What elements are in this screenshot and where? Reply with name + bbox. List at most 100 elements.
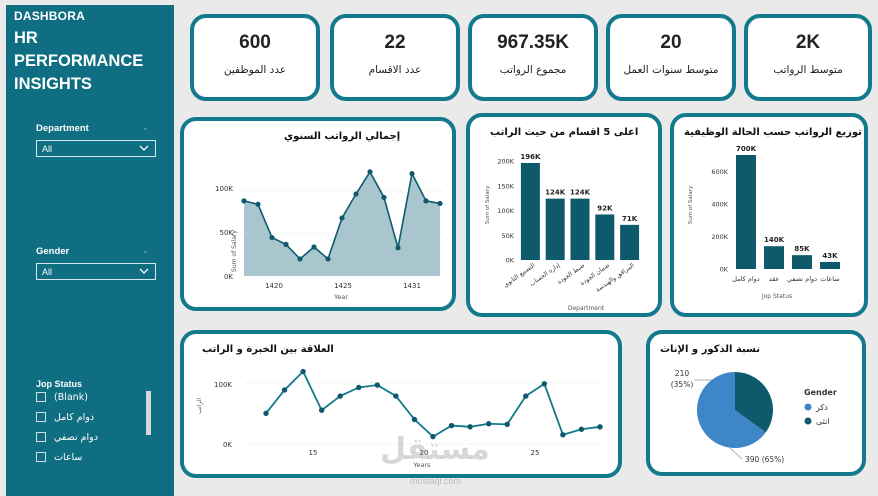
data-label: 196K bbox=[520, 153, 541, 161]
top-departments-card: اعلى 5 اقسام من حيث الراتب Sum of Salary… bbox=[466, 113, 662, 317]
data-label: 390 (65%) bbox=[745, 455, 784, 464]
bar bbox=[545, 198, 565, 260]
line-chart: الراتب Years 0K 100K 15 20 25 bbox=[196, 368, 604, 469]
checkbox bbox=[36, 432, 46, 442]
bar bbox=[620, 224, 640, 260]
data-point bbox=[325, 256, 331, 262]
data-point bbox=[241, 198, 247, 204]
data-point bbox=[485, 421, 492, 427]
x-axis-label: Department bbox=[568, 305, 605, 312]
y-tick-label: 0K bbox=[720, 266, 729, 274]
watermark-url: mostaql.com bbox=[410, 476, 462, 486]
jop-status-option[interactable]: دوام نصفي bbox=[36, 430, 98, 444]
chart-title: نسبة الذكور و الإناث bbox=[660, 344, 760, 355]
y-tick-label: 0K bbox=[224, 273, 233, 281]
scrollbar[interactable] bbox=[146, 391, 151, 435]
data-point bbox=[409, 170, 415, 177]
experience-salary-card: العلاقة بين الخبرة و الراتب الراتب Years… bbox=[180, 330, 622, 478]
x-tick-label: دوام نصفي bbox=[787, 275, 817, 283]
jop-status-option[interactable]: ساعات bbox=[36, 450, 82, 464]
y-tick-label: 100K bbox=[215, 185, 233, 193]
data-point bbox=[523, 393, 529, 399]
y-tick-label: 600K bbox=[711, 168, 728, 176]
data-point bbox=[353, 191, 359, 197]
kpi-value: 20 bbox=[660, 32, 682, 53]
data-point bbox=[311, 244, 317, 250]
x-tick-label: 15 bbox=[309, 449, 318, 457]
chart-title: العلاقة بين الخبرة و الراتب bbox=[202, 344, 334, 355]
data-point bbox=[393, 393, 399, 399]
pie-chart: Gender ذكر انثى 390 (65%) 210 (35%) bbox=[671, 369, 837, 464]
kpi-value: 22 bbox=[384, 32, 406, 53]
kpi-label: عدد الموظفين bbox=[223, 64, 287, 76]
gender-ratio-card: نسبة الذكور و الإناث Gender ذكر انثى 390… bbox=[646, 330, 866, 476]
chevron-down-icon bbox=[139, 268, 149, 274]
data-point bbox=[437, 200, 443, 207]
area-chart: Sum of Salary Year 0K 50K 100K 1420 1425… bbox=[215, 169, 444, 301]
area-fill bbox=[244, 171, 440, 276]
bar-chart: Sum of Salary Jop Status 0K 200K 400K 600K 7… bbox=[688, 145, 840, 300]
y-axis-label: Sum of Salary bbox=[485, 185, 491, 224]
data-point bbox=[578, 426, 585, 432]
chevron-down-icon[interactable]: ⌄ bbox=[142, 246, 149, 255]
x-tick-label: ساعات bbox=[820, 275, 839, 283]
chevron-down-icon[interactable]: ⌄ bbox=[142, 123, 149, 132]
department-select[interactable]: All bbox=[36, 140, 156, 157]
series-line bbox=[265, 369, 601, 438]
kpi-label: متوسط الرواتب bbox=[773, 64, 843, 76]
jop-status-option[interactable]: دوام كامل bbox=[36, 410, 94, 424]
kpi-label: عدد الاقسام bbox=[368, 64, 422, 76]
pie-slice bbox=[697, 372, 766, 448]
svg-text:100K: 100K bbox=[215, 185, 233, 193]
data-point bbox=[281, 387, 288, 393]
chart-title: توزيع الرواتب حسب الحالة الوظيفية bbox=[684, 127, 862, 138]
chart-title: اعلى 5 اقسام من حيث الراتب bbox=[490, 127, 639, 138]
dashboard-title: HR PERFORMANCE INSIGHTS bbox=[14, 29, 144, 93]
y-axis-label: الراتب bbox=[196, 398, 203, 414]
sidebar: DASHBORA HR PERFORMANCE INSIGHTS Departm… bbox=[6, 5, 174, 496]
jop-status-label: Jop Status bbox=[36, 379, 83, 389]
data-label: 85K bbox=[794, 245, 810, 253]
y-tick-label: 50K bbox=[501, 232, 514, 240]
checkbox bbox=[36, 452, 46, 462]
gender-filter-label: Gender bbox=[36, 246, 70, 257]
y-tick-label: 100K bbox=[214, 381, 232, 389]
kpi-card: 22 عدد الاقسام bbox=[330, 14, 460, 101]
data-point bbox=[597, 424, 603, 430]
data-point bbox=[430, 433, 436, 440]
annual-salary-card: إجمالي الرواتب السنوي Sum of Salary Year… bbox=[180, 117, 456, 311]
gender-select[interactable]: All bbox=[36, 263, 156, 280]
data-point bbox=[297, 256, 303, 262]
legend-item: انثى bbox=[816, 417, 830, 426]
data-point bbox=[337, 393, 343, 399]
data-point bbox=[423, 198, 429, 204]
data-point bbox=[541, 381, 548, 387]
x-tick-label: 25 bbox=[531, 449, 540, 457]
jop-status-option[interactable]: (Blank) bbox=[36, 390, 88, 404]
x-axis-label: Years bbox=[412, 461, 431, 469]
data-label: 124K bbox=[545, 189, 566, 197]
data-label: 124K bbox=[570, 189, 591, 197]
bar bbox=[520, 162, 540, 260]
y-tick-label: 0K bbox=[506, 257, 515, 265]
chart-title: إجمالي الرواتب السنوي bbox=[284, 131, 401, 142]
data-point bbox=[300, 368, 306, 375]
data-point bbox=[318, 407, 325, 413]
leader-line bbox=[729, 447, 743, 460]
x-axis-label: Jop Status bbox=[761, 293, 792, 300]
kpi-label: متوسط سنوات العمل bbox=[623, 64, 719, 76]
bar-chart: Sum of Salary Department 0K 50K 100K 150K 20… bbox=[485, 153, 640, 312]
svg-text:1431: 1431 bbox=[403, 282, 421, 290]
brand-label: DASHBORA bbox=[14, 9, 85, 23]
bar bbox=[792, 255, 812, 269]
data-point bbox=[269, 234, 275, 241]
x-tick-label: عقد bbox=[769, 275, 780, 283]
checkbox bbox=[36, 412, 46, 422]
svg-text:0K: 0K bbox=[224, 273, 233, 281]
chevron-down-icon bbox=[139, 145, 149, 151]
y-tick-label: 0K bbox=[223, 441, 232, 449]
kpi-card: 600 عدد الموظفين bbox=[190, 14, 320, 101]
y-tick-label: 200K bbox=[711, 233, 728, 241]
kpi-card: 967.35K مجموع الرواتب bbox=[468, 14, 598, 101]
svg-text:1425: 1425 bbox=[334, 282, 352, 290]
